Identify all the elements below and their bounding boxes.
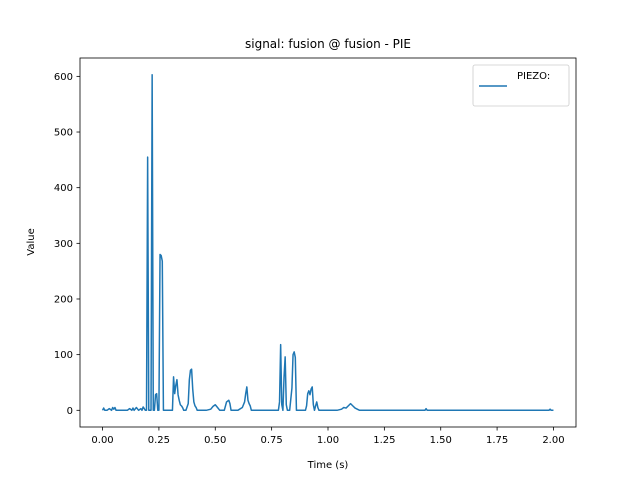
legend-label-piezo: PIEZO: [517,71,550,82]
y-tick-label: 400 [54,183,73,194]
legend: PIEZO: [472,64,570,107]
y-tick-label: 0 [67,406,73,417]
x-tick-label: 1.00 [317,435,339,446]
legend-frame [472,64,570,107]
chart-title: signal: fusion @ fusion - PIE [245,37,411,51]
x-tick-label: 0.00 [91,435,113,446]
y-tick-label: 500 [54,128,73,139]
x-axis: 0.00 0.25 0.50 0.75 1.00 1.25 1.50 1.75 2.00 [91,427,565,446]
y-tick-label: 600 [54,72,73,83]
x-tick-label: 0.75 [261,435,283,446]
x-axis-label: Time (s) [307,460,349,471]
y-tick-label: 100 [54,350,73,361]
x-tick-label: 1.25 [373,435,395,446]
y-tick-label: 300 [54,239,73,250]
y-axis: 0 100 200 300 400 500 600 [54,72,80,417]
series-line-piezo [101,73,554,412]
x-tick-label: 1.50 [430,435,452,446]
y-tick-label: 200 [54,294,73,305]
y-axis-label: Value [26,228,37,255]
x-tick-label: 1.75 [486,435,508,446]
x-tick-label: 2.00 [542,435,564,446]
x-tick-label: 0.50 [204,435,226,446]
x-tick-label: 0.25 [148,435,170,446]
